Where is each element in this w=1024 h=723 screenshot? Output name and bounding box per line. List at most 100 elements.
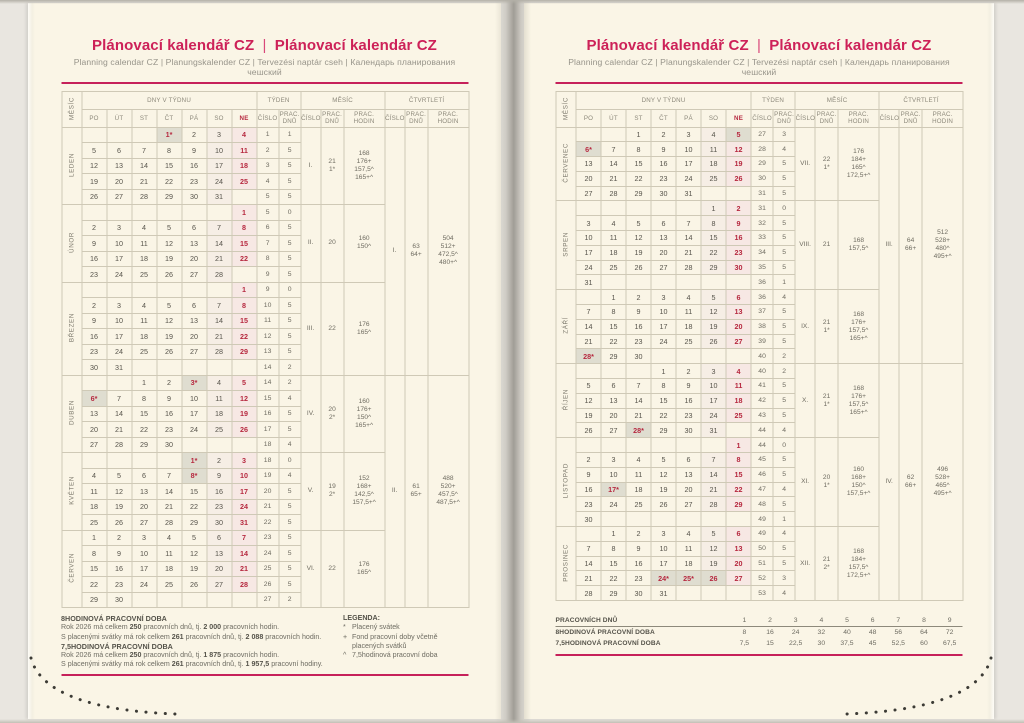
day-cell: 18	[675, 318, 702, 335]
day-cell: 5	[81, 142, 107, 159]
month-label-text: ČERVEN	[68, 552, 75, 583]
day-cell: 10	[230, 467, 258, 484]
day-cell: 19	[230, 405, 258, 422]
legend-marker: +	[343, 632, 348, 641]
day-cell: 11	[230, 142, 258, 159]
calendar-week-row: 25 26 27 28 29 30 31 22 5	[62, 514, 469, 531]
day-cell: 24	[230, 498, 258, 515]
day-cell: 11	[725, 378, 752, 394]
day-cell	[156, 359, 182, 376]
week-workdays-cell: 5	[772, 496, 796, 513]
week-number-cell: 48	[750, 496, 774, 513]
day-header-so: SO	[206, 108, 232, 128]
days-group-header: DNY V TÝDNU	[575, 90, 752, 110]
day-cell: 6	[725, 526, 752, 542]
day-cell	[650, 200, 677, 217]
footer-left: 8HODINOVÁ PRACOVNÍ DOBA Rok 2026 má celke…	[61, 614, 468, 670]
day-cell	[650, 274, 677, 291]
day-cell: 3	[206, 126, 232, 143]
week-workdays-cell: 4	[772, 526, 796, 542]
day-cell: 26	[650, 496, 677, 513]
week-number-cell: 33	[750, 230, 774, 246]
day-cell: 13	[650, 230, 677, 246]
day-cell: 26	[181, 576, 207, 593]
title-separator: |	[262, 37, 267, 54]
day-cell	[625, 437, 652, 454]
calendar-week-row: 10 11 12 13 14 15 16 33 5	[556, 230, 963, 246]
day-cell: 15	[600, 555, 627, 572]
calendar-week-row: 14 15 16 17 18 19 20 51 5	[556, 555, 963, 572]
month-label: DUBEN	[61, 374, 82, 453]
day-cell: 20	[81, 421, 107, 438]
day-cell	[131, 359, 157, 376]
week-workdays-cell: 5	[278, 514, 302, 531]
day-cell: 13	[206, 545, 232, 562]
day-cell: 9	[81, 235, 107, 252]
week-number-cell: 27	[750, 126, 774, 143]
legend-marker: *	[343, 623, 346, 632]
day-cell: 19	[700, 318, 727, 335]
day-cell: 8	[650, 378, 677, 394]
quarter-number-cell: I.	[384, 126, 406, 376]
day-cell	[230, 188, 258, 205]
month-label: ÚNOR	[61, 204, 82, 283]
day-cell	[575, 289, 602, 306]
day-cell	[131, 126, 157, 143]
month-label-text: ČERVENEC	[562, 143, 570, 183]
day-cell: 5	[650, 452, 677, 468]
week-number-cell: 13	[256, 343, 280, 360]
day-cell	[230, 436, 258, 453]
day-cell: 22	[625, 170, 652, 187]
hours-value: 64	[920, 629, 928, 636]
day-cell: 9	[106, 545, 132, 562]
day-cell	[600, 437, 627, 454]
week-workdays-cell: 5	[278, 343, 302, 360]
day-cell: 6	[206, 529, 232, 546]
day-cell: 10	[206, 142, 232, 159]
day-cell	[675, 585, 702, 601]
week-workdays-cell: 5	[772, 156, 796, 172]
day-cell: 4	[156, 529, 182, 546]
day-cell: 15	[230, 235, 258, 252]
week-number-cell: 32	[750, 215, 774, 232]
day-cell: 18	[131, 250, 157, 267]
header-rule	[555, 82, 963, 84]
month-label-text: LEDEN	[68, 152, 75, 177]
calendar-week-row: DUBEN 1 2 3* 4 5 14 2 IV. 20 2* 160 176+ 150^ 165+^ II.…	[61, 374, 470, 608]
month-workhours-cell: 168 176+ 157,5^ 165+^	[837, 289, 880, 365]
day-cell	[81, 204, 107, 221]
week-workdays-cell: 5	[772, 555, 796, 572]
day-cell: 21	[230, 560, 258, 577]
day-cell: 13	[106, 157, 132, 174]
page-subtitle: Planning calendar CZ | Planungskalender …	[568, 57, 950, 77]
day-cell: 1	[230, 204, 258, 221]
calendar-week-row: LISTOPAD 1 44 0 XI. 20 1* 160 168+ 150^ 157,5+^	[555, 437, 963, 528]
week-number-cell: 31	[750, 185, 774, 202]
day-cell: 12	[156, 235, 182, 252]
day-cell: 15	[81, 560, 107, 577]
week-number-cell: 9	[256, 281, 280, 298]
calendar-week-row: 7 8 9 10 11 12 13 37 5	[556, 304, 963, 320]
week-workdays-cell: 4	[278, 390, 302, 407]
subcolumn-header: ČÍSLO	[750, 108, 774, 128]
workdays-header-row: PRACOVNÍCH DNŮ 1 2 3 4 5 6 7 8 9	[555, 615, 963, 627]
day-cell: 7	[131, 142, 157, 159]
day-cell: 24	[650, 333, 677, 350]
day-cell: 2	[675, 363, 702, 380]
day-cell: 13	[725, 304, 752, 320]
day-cell: 1	[625, 126, 652, 143]
calendar-week-row: 26 27 28* 29 30 31 44 4	[556, 422, 963, 439]
day-cell	[725, 585, 752, 601]
day-cell: 9	[81, 312, 107, 329]
month-workhours-cell: 168 176+ 157,5^ 165+^	[343, 126, 386, 205]
week-workdays-cell: 5	[772, 185, 796, 202]
footer-right: PRACOVNÍCH DNŮ 1 2 3 4 5 6 7 8 9 8HODINOVÁ PRACOVN…	[555, 615, 963, 650]
month-workdays-cell: 21 1*	[320, 126, 345, 205]
day-cell: 24	[600, 496, 627, 513]
month-number-cell: V.	[300, 452, 322, 531]
week-workdays-cell: 0	[772, 437, 796, 454]
legend-title: LEGENDA:	[343, 614, 381, 622]
day-cell: 20	[131, 498, 157, 515]
day-cell	[650, 511, 677, 528]
day-cell: 5	[156, 297, 182, 314]
